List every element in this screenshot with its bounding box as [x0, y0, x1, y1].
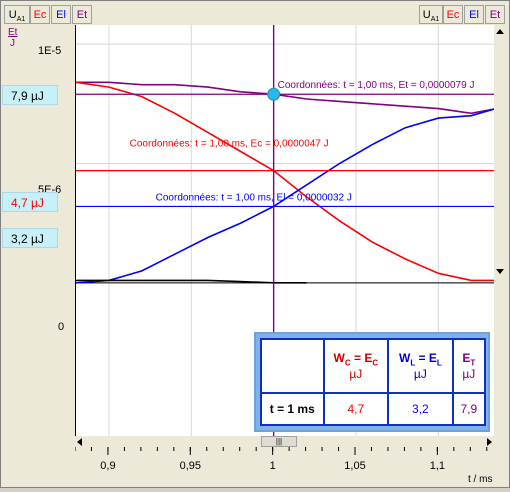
annotation-el: Coordonnées: t = 1,00 ms, El = 0,0000032… — [156, 192, 352, 203]
series-el-line — [75, 107, 497, 284]
tab-u-right[interactable]: UA1 — [419, 5, 443, 24]
y-tick-zero: 0 — [58, 321, 65, 333]
y-unit-top: Et — [8, 27, 18, 38]
table-corner-cell — [260, 338, 325, 394]
tab-u-left-label: U — [8, 9, 17, 21]
cursor-marker — [267, 87, 281, 101]
badge-el: 3,2 µJ — [2, 228, 58, 248]
x-axis: 0,9 0,95 1 1,05 1,1 — [74, 447, 495, 487]
values-table: WC = EC µJ WL = EL µJ ET µJ t = 1 ms 4,7 3,… — [254, 332, 490, 432]
table-header-wc-unit: µJ — [349, 367, 363, 382]
tab-u-right-sub: A1 — [430, 16, 440, 24]
tab-u-left-sub: A1 — [16, 16, 26, 24]
table-value-ec: 4,7 — [322, 392, 390, 426]
scroll-left-arrow-icon[interactable] — [77, 438, 82, 446]
tab-ec-right[interactable]: Ec — [443, 5, 463, 24]
scroll-up-arrow-icon[interactable] — [496, 29, 504, 34]
scroll-down-arrow-icon[interactable] — [496, 269, 504, 274]
horizontal-scrollbar[interactable]: ||| — [75, 436, 495, 447]
series-ec-line — [75, 81, 496, 282]
table-header-wl: WL = EL µJ — [387, 338, 454, 394]
annotation-ec: Coordonnées: t = 1,00 ms, Ec = 0,0000047… — [130, 139, 329, 150]
x-axis-svg: 0,9 0,95 1 1,05 1,1 — [74, 447, 488, 472]
tab-el-right[interactable]: El — [464, 5, 484, 24]
table-row-label: t = 1 ms — [260, 392, 325, 426]
tab-u-right-label: U — [422, 9, 431, 21]
series-et-line — [76, 81, 497, 115]
x-tick-label-4: 1,1 — [430, 460, 445, 472]
tab-ec-left[interactable]: Ec — [30, 5, 50, 24]
x-tick-label-3: 1,05 — [344, 460, 365, 472]
scroll-thumb[interactable]: ||| — [261, 436, 297, 447]
y-tick-top: 1E-5 — [38, 45, 62, 57]
table-value-el: 3,2 — [387, 392, 454, 426]
vertical-scrollbar[interactable] — [494, 25, 505, 438]
tab-et-right[interactable]: Et — [485, 5, 505, 24]
table-header-wl-unit: µJ — [413, 367, 427, 382]
x-tick-label-2: 1 — [270, 460, 276, 472]
x-tick-label-1: 0,95 — [180, 460, 201, 472]
table-header-et: ET µJ — [451, 338, 487, 394]
tab-u-left[interactable]: UA1 — [4, 5, 30, 24]
scroll-right-arrow-icon[interactable] — [487, 438, 492, 446]
table-value-et: 7,9 — [451, 392, 487, 426]
table-header-wc: WC = EC µJ — [322, 338, 390, 394]
badge-et: 7,9 µJ — [2, 85, 58, 105]
y-unit-bottom: J — [10, 38, 15, 49]
series-u-line — [76, 279, 307, 284]
badge-ec: 4,7 µJ — [2, 192, 58, 212]
tab-el-left[interactable]: El — [51, 5, 71, 24]
annotation-et: Coordonnées: t = 1,00 ms, Et = 0,0000079… — [278, 80, 475, 91]
table-header-et-unit: µJ — [462, 367, 476, 382]
tab-et-left[interactable]: Et — [72, 5, 92, 24]
x-axis-label: t / ms — [468, 474, 493, 485]
x-tick-label-0: 0,9 — [100, 460, 115, 472]
